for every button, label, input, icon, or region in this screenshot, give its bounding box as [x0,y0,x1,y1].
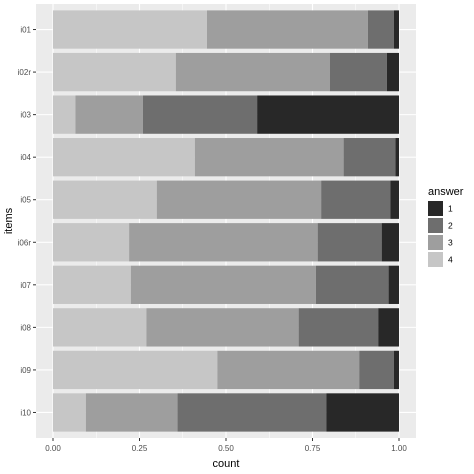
bar-i01-answer-1 [393,10,399,49]
bar-i04-answer-1 [395,138,399,177]
bar-i08-answer-1 [378,308,399,347]
x-tick-label: 0.75 [305,444,321,453]
bar-i07-answer-3 [130,265,316,304]
bar-i08-answer-4 [53,308,147,347]
bar-i02r-answer-2 [329,52,387,92]
legend-key-3 [428,235,443,250]
y-tick-label-i04: i04 [20,153,31,162]
bar-i05-answer-2 [321,180,391,219]
bar-i09-answer-4 [53,350,218,390]
y-tick-label-i09: i09 [20,366,31,375]
bar-i09-answer-2 [359,350,394,390]
bar-i08-answer-2 [298,308,379,347]
bar-i03-answer-1 [257,95,399,134]
bar-i02r-answer-3 [175,52,330,92]
x-axis-ticks: 0.00 0.25 0.50 0.75 1.00 [45,438,407,453]
bar-i04-answer-3 [194,138,344,177]
bar-i03-answer-3 [75,95,143,134]
bar-i01-answer-4 [53,10,207,49]
bar-i09-answer-1 [393,350,399,390]
y-tick-label-i03: i03 [20,111,31,120]
bar-i06r-answer-4 [53,223,130,262]
bar-i06r-answer-3 [129,223,318,262]
bar-i07-answer-1 [388,265,399,304]
bar-i02r-answer-1 [386,52,399,92]
legend: answer 1 2 3 4 [428,186,464,267]
y-tick-label-i06r: i06r [18,238,32,247]
bar-i01-answer-3 [206,10,368,49]
legend-label-2: 2 [448,221,453,231]
legend-label-1: 1 [448,204,453,214]
bar-i05-answer-1 [390,180,399,219]
bar-i03-answer-2 [142,95,258,134]
bar-i10-answer-3 [85,393,178,432]
legend-key-2 [428,218,443,233]
legend-key-4 [428,252,443,267]
y-tick-label-i07: i07 [20,281,31,290]
legend-key-1 [428,201,443,216]
x-tick-label: 0.25 [132,444,148,453]
bar-i02r-answer-4 [53,52,176,92]
y-tick-label-i05: i05 [20,196,31,205]
legend-label-4: 4 [448,255,453,265]
bar-i03-answer-4 [53,95,76,134]
bar-i04-answer-2 [343,138,396,177]
bar-i06r-answer-2 [317,223,382,262]
bar-i04-answer-4 [53,138,195,177]
bar-i07-answer-2 [315,265,389,304]
bar-i05-answer-4 [53,180,157,219]
y-tick-label-i08: i08 [20,323,31,332]
bars [53,10,399,432]
bar-i10-answer-1 [326,393,399,432]
legend-title: answer [428,186,464,198]
bar-i10-answer-4 [53,393,86,432]
bar-i10-answer-2 [177,393,327,432]
bar-i08-answer-3 [146,308,299,347]
bar-i06r-answer-1 [381,223,399,262]
bar-i09-answer-3 [217,350,360,390]
y-tick-label-i02r: i02r [18,68,32,77]
x-tick-label: 1.00 [391,444,407,453]
x-axis-title: count [213,458,240,470]
x-tick-label: 0.00 [45,444,61,453]
y-axis-title: items [3,207,15,234]
bar-i07-answer-4 [53,265,131,304]
y-axis-ticks: i01 i02r i03 i04 i05 i06r i07 i08 i09 i10 [18,26,36,417]
y-tick-label-i01: i01 [20,26,31,35]
legend-label-3: 3 [448,238,453,248]
bar-i01-answer-2 [367,10,394,49]
bar-i05-answer-3 [156,180,322,219]
y-tick-label-i10: i10 [20,408,31,417]
x-tick-label: 0.50 [218,444,234,453]
